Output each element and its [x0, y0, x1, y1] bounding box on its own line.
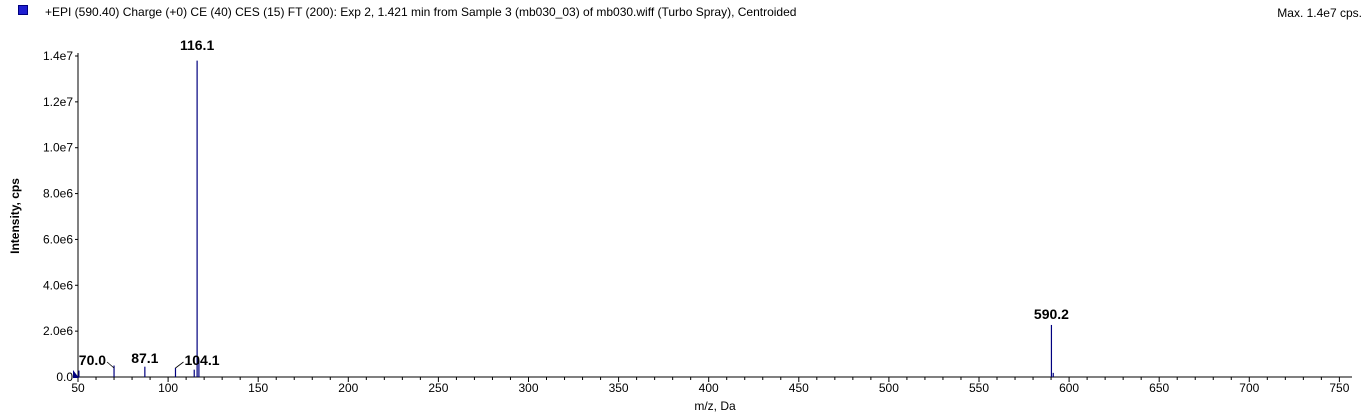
x-tick-label: 200	[338, 381, 358, 395]
y-tick-label: 6.0e6	[43, 232, 73, 246]
x-axis-label: m/z, Da	[694, 399, 736, 413]
x-tick-label: 550	[969, 381, 989, 395]
peak-label-leader	[106, 361, 115, 369]
peak-series	[78, 60, 1054, 377]
peak-label: 590.2	[1034, 306, 1069, 322]
peak-label: 116.1	[180, 37, 214, 53]
x-tick-label: 100	[158, 381, 178, 395]
peak-labels: 70.0 87.1 104.1 116.1 590.2	[79, 37, 1069, 369]
x-tick-label: 350	[609, 381, 629, 395]
x-tick-label: 500	[879, 381, 899, 395]
x-tick-label: 650	[1149, 381, 1169, 395]
peak-label: 70.0	[79, 352, 106, 368]
y-tick-label: 1.4e7	[43, 49, 73, 63]
y-axis-label: Intensity, cps	[8, 178, 22, 254]
x-tick-label: 600	[1059, 381, 1079, 395]
x-tick-label: 250	[428, 381, 448, 395]
peak-label: 87.1	[131, 350, 158, 366]
x-tick-label: 300	[518, 381, 538, 395]
x-ticks: 50 100 150 200 250 300 350 400 450 500 550 600 650 70…	[71, 377, 1350, 395]
x-tick-label: 150	[248, 381, 268, 395]
x-tick-label: 750	[1329, 381, 1349, 395]
max-intensity-label: Max. 1.4e7 cps.	[1277, 6, 1362, 20]
y-tick-label: 2.0e6	[43, 324, 73, 338]
peak-label: 104.1	[184, 352, 219, 368]
scroll-left-marker-icon[interactable]	[73, 370, 79, 378]
y-tick-label: 1.2e7	[43, 95, 73, 109]
y-ticks: 0.0 2.0e6 4.0e6 6.0e6 8.0e6 1.0e7 1.2e7 1.4e7	[43, 49, 78, 384]
y-tick-label: 8.0e6	[43, 187, 73, 201]
series-color-swatch[interactable]	[18, 5, 28, 15]
spectrum-title: +EPI (590.40) Charge (+0) CE (40) CES (1…	[45, 5, 797, 19]
x-tick-label: 450	[789, 381, 809, 395]
y-tick-label: 4.0e6	[43, 278, 73, 292]
x-tick-label: 700	[1239, 381, 1259, 395]
x-tick-label: 50	[71, 381, 85, 395]
peak-label-leader	[175, 361, 184, 369]
x-tick-label: 400	[699, 381, 719, 395]
y-tick-label: 1.0e7	[43, 141, 73, 155]
spectrum-header: +EPI (590.40) Charge (+0) CE (40) CES (1…	[0, 0, 1364, 24]
y-tick-label: 0.0	[56, 370, 73, 384]
